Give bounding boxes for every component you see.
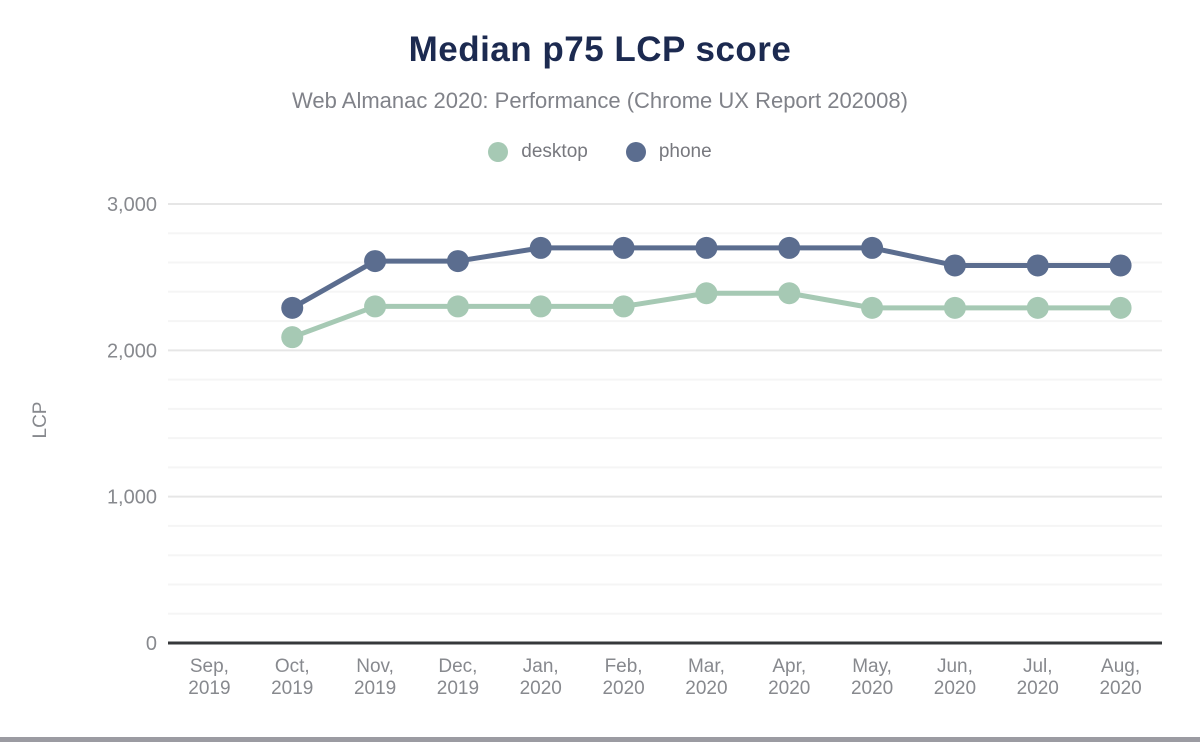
data-point-desktop-mar-2020[interactable] bbox=[695, 282, 718, 305]
data-point-phone-mar-2020[interactable] bbox=[695, 236, 718, 259]
data-point-phone-apr-2020[interactable] bbox=[778, 236, 801, 259]
data-point-phone-feb-2020[interactable] bbox=[612, 236, 635, 259]
x-axis-label-may-2020: May, 2020 bbox=[851, 656, 893, 699]
data-point-phone-oct-2019[interactable] bbox=[281, 296, 304, 319]
legend-label-desktop: desktop bbox=[521, 141, 588, 162]
desktop-series-marker-icon bbox=[488, 142, 509, 162]
x-axis-label-feb-2020: Feb, 2020 bbox=[602, 656, 644, 699]
y-axis-tick-label: 2,000 bbox=[107, 340, 157, 362]
legend-label-phone: phone bbox=[658, 141, 712, 162]
legend-item-desktop[interactable]: desktop bbox=[488, 141, 588, 163]
data-point-desktop-jul-2020[interactable] bbox=[1026, 296, 1049, 319]
data-point-desktop-aug-2020[interactable] bbox=[1109, 296, 1132, 319]
y-axis-title: LCP bbox=[30, 402, 51, 439]
chart-legend: desktop phone bbox=[0, 141, 1200, 163]
bottom-divider bbox=[0, 737, 1200, 742]
data-point-desktop-nov-2019[interactable] bbox=[364, 295, 387, 318]
data-point-desktop-apr-2020[interactable] bbox=[778, 282, 801, 305]
chart-subtitle: Web Almanac 2020: Performance (Chrome UX… bbox=[292, 88, 908, 113]
x-axis-label-oct-2019: Oct, 2019 bbox=[271, 656, 313, 699]
x-axis-label-mar-2020: Mar, 2020 bbox=[685, 656, 727, 699]
data-point-desktop-dec-2019[interactable] bbox=[446, 295, 469, 318]
data-point-phone-jun-2020[interactable] bbox=[943, 254, 966, 277]
x-axis-label-jan-2020: Jan, 2020 bbox=[520, 656, 562, 699]
x-axis-label-aug-2020: Aug, 2020 bbox=[1099, 656, 1141, 699]
x-axis-label-apr-2020: Apr, 2020 bbox=[768, 656, 810, 699]
data-point-phone-may-2020[interactable] bbox=[861, 236, 884, 259]
data-point-phone-aug-2020[interactable] bbox=[1109, 254, 1132, 277]
y-axis-tick-label: 3,000 bbox=[107, 194, 157, 216]
data-point-phone-jan-2020[interactable] bbox=[529, 236, 552, 259]
y-axis-tick-label: 1,000 bbox=[107, 487, 157, 509]
x-axis-label-jul-2020: Jul, 2020 bbox=[1017, 656, 1059, 699]
chart-title: Median p75 LCP score bbox=[408, 30, 792, 69]
x-axis-label-jun-2020: Jun, 2020 bbox=[934, 656, 976, 699]
data-point-desktop-jan-2020[interactable] bbox=[529, 295, 552, 318]
data-point-phone-nov-2019[interactable] bbox=[364, 250, 387, 273]
data-point-desktop-feb-2020[interactable] bbox=[612, 295, 635, 318]
x-axis-label-dec-2019: Dec, 2019 bbox=[437, 656, 479, 699]
data-point-desktop-oct-2019[interactable] bbox=[281, 326, 304, 349]
x-axis-label-sep-2019: Sep, 2019 bbox=[188, 656, 230, 699]
data-point-phone-jul-2020[interactable] bbox=[1026, 254, 1049, 277]
y-axis-tick-label: 0 bbox=[146, 633, 157, 655]
data-point-phone-dec-2019[interactable] bbox=[446, 250, 469, 273]
phone-series-marker-icon bbox=[625, 142, 646, 162]
data-point-desktop-may-2020[interactable] bbox=[861, 296, 884, 319]
legend-item-phone[interactable]: phone bbox=[625, 141, 712, 163]
x-axis-label-nov-2019: Nov, 2019 bbox=[354, 656, 396, 699]
data-point-desktop-jun-2020[interactable] bbox=[943, 296, 966, 319]
